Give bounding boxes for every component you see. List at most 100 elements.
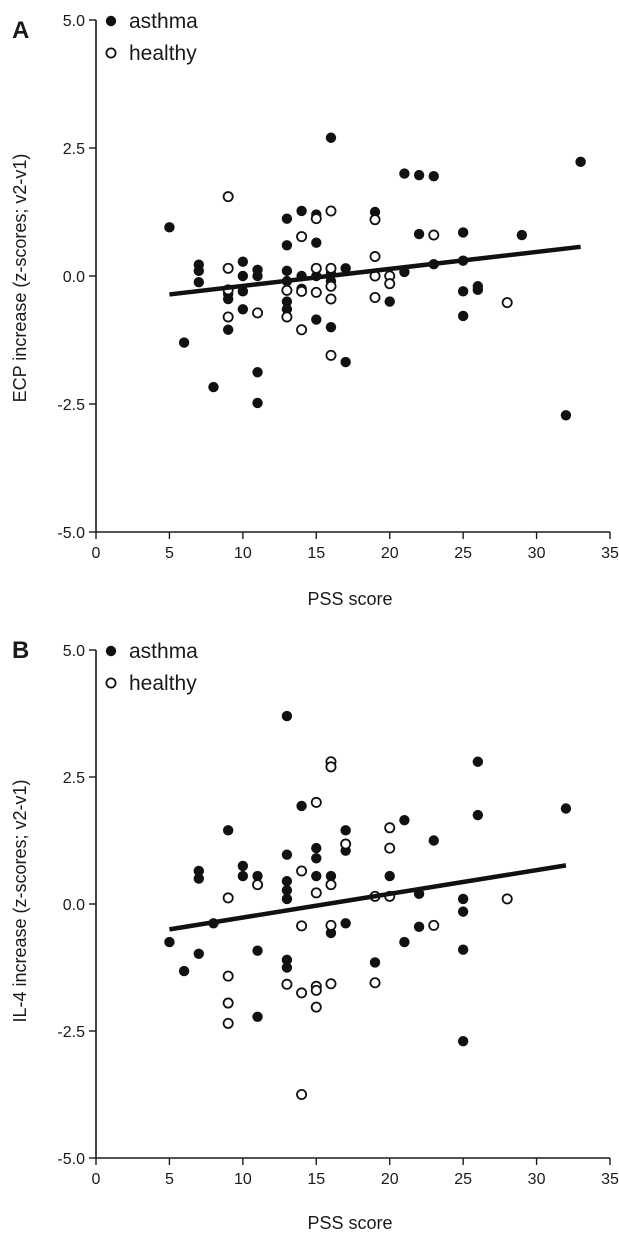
panel-a-x-tick-label: 10: [234, 545, 252, 562]
panel-a-x-tick-label: 30: [528, 545, 546, 562]
panel-a-point-asthma: [325, 132, 337, 143]
panel-b-legend-label-healthy: healthy: [129, 672, 197, 695]
panel-a-point-asthma: [457, 310, 469, 322]
panel-b-point-healthy: [428, 919, 440, 931]
panel-a-point-asthma: [369, 206, 381, 218]
panel-b-point-healthy: [325, 879, 337, 891]
panel-b-ticks: [89, 649, 611, 1165]
panel-b-point-asthma: [164, 936, 175, 948]
panel-a-legend-label-asthma: asthma: [129, 10, 198, 33]
panel-b-point-asthma: [296, 800, 307, 812]
panel-b-point-asthma: [193, 865, 204, 877]
panel-b-point-healthy: [384, 842, 396, 854]
panel-b-point-asthma: [237, 870, 249, 882]
panel-a-point-asthma: [164, 222, 175, 233]
panel-a-point-asthma: [384, 296, 395, 307]
panel-a-point-asthma: [281, 304, 293, 315]
panel-b-x-tick-label: 0: [92, 1171, 101, 1188]
panel-a-point-asthma: [178, 337, 190, 348]
panel-b-point-healthy: [340, 838, 352, 850]
panel-b-y-tick-label: -5.0: [57, 1151, 85, 1168]
panel-a-point-asthma: [193, 265, 204, 277]
panel-a-x-tick-label: 5: [165, 545, 174, 562]
panel-b-point-healthy: [369, 977, 381, 989]
panel-b-point-asthma: [413, 921, 425, 933]
panel-b-legend-label-asthma: asthma: [129, 640, 198, 663]
panel-b-point-asthma: [252, 945, 263, 956]
panel-a-trend: [169, 244, 581, 297]
panel-b-point-asthma: [472, 809, 484, 821]
panel-a-x-tick-label: 20: [381, 545, 399, 562]
panel-b-point-healthy: [296, 865, 308, 877]
panel-a-y-tick-label: 5.0: [63, 13, 85, 30]
panel-b-y-tick-label: 5.0: [63, 643, 85, 660]
panel-b-x-tick-label: 35: [601, 1171, 619, 1188]
panel-a-point-asthma: [575, 156, 586, 168]
panel-a-point-healthy: [310, 286, 322, 298]
panel-a-y-axis-title: ECP increase (z-scores; v2-v1): [10, 154, 30, 403]
panel-a-x-tick-label: 15: [307, 545, 325, 562]
panel-b-y-tick-label: 2.5: [63, 770, 85, 787]
panel-b-point-asthma: [222, 825, 234, 836]
panel-a-point-healthy: [325, 205, 337, 217]
panel-b-point-asthma: [340, 918, 351, 929]
panel-a-y-tick-label: 0.0: [63, 269, 85, 286]
panel-b-point-healthy: [222, 1017, 234, 1029]
panel-a-point-asthma: [237, 256, 249, 267]
panel-b-x-tick-label: 15: [307, 1171, 325, 1188]
panel-b-x-tick-label: 5: [165, 1171, 174, 1188]
panel-b-point-healthy: [310, 1001, 322, 1013]
panel-b-x-tick-label: 20: [381, 1171, 399, 1188]
panel-b-point-asthma: [457, 944, 469, 955]
panel-a-point-asthma: [237, 304, 249, 315]
panel-a-point-healthy: [310, 213, 322, 225]
panel-a-point-asthma: [237, 270, 249, 282]
panel-b-point-healthy: [384, 822, 396, 834]
panel-b-point-asthma: [237, 860, 249, 872]
panel-a-legend-marker-healthy: [105, 47, 117, 59]
panel-a-ticks: [89, 19, 611, 539]
panel-b-point-asthma: [281, 954, 293, 966]
panel-b-point-healthy: [296, 1088, 308, 1100]
panel-a-point-healthy: [325, 262, 337, 274]
panel-b-point-healthy: [501, 893, 513, 905]
panel-a-point-asthma: [252, 270, 263, 282]
panel-b-point-asthma: [252, 1011, 263, 1022]
panel-a-y-tick-label: -2.5: [57, 397, 85, 414]
panel-b-point-asthma: [281, 710, 293, 722]
panel-b-point-asthma: [384, 870, 395, 882]
panel-b-point-asthma: [399, 936, 410, 948]
panel-a-point-healthy: [325, 349, 337, 361]
panel-a-point-asthma: [340, 263, 351, 274]
panel-b-x-tick-label: 25: [454, 1171, 472, 1188]
panel-b-point-asthma: [325, 927, 337, 939]
panel-b-point-asthma: [311, 842, 322, 854]
panel-b-point-healthy: [222, 892, 234, 904]
panel-a-point-healthy: [281, 311, 293, 323]
panel-a-x-tick-label: 25: [454, 545, 472, 562]
panel-b-point-healthy: [310, 887, 322, 899]
panel-a-point-healthy: [428, 229, 440, 241]
panel-a-point-healthy: [296, 324, 308, 336]
panel-a-point-asthma: [413, 169, 425, 181]
panel-a-point-asthma: [560, 410, 572, 421]
panel-a-legend-marker-asthma: [105, 15, 117, 27]
panel-b-legend: asthma healthy: [105, 640, 198, 695]
panel-a-point-asthma: [222, 324, 234, 335]
panel-b-point-asthma: [457, 1035, 469, 1047]
panel-a-axes: [95, 20, 610, 533]
panel-b: B 0 5 10 15 20 25 30 35 -5.0 -2.5 0.0 2.5 5.0 asthma…: [10, 637, 619, 1233]
panel-a-point-healthy: [369, 251, 381, 263]
panel-a-tick-labels: 0 5 10 15 20 25 30 35 -5.0 -2.5 0.0 2.5 5.0: [57, 13, 619, 562]
panel-a-point-healthy: [296, 231, 308, 243]
panel-b-point-asthma: [325, 870, 337, 882]
panel-a-point-healthy: [281, 284, 293, 296]
panel-b-point-asthma: [457, 906, 469, 917]
panel-b-point-healthy: [252, 879, 264, 891]
panel-b-point-healthy: [325, 761, 337, 773]
panel-a-point-asthma: [311, 314, 322, 325]
panel-a-x-axis-title: PSS score: [307, 589, 392, 609]
panel-a-point-healthy: [222, 262, 234, 274]
panel-a-point-asthma: [311, 237, 322, 248]
panel-a-points: [164, 132, 586, 421]
